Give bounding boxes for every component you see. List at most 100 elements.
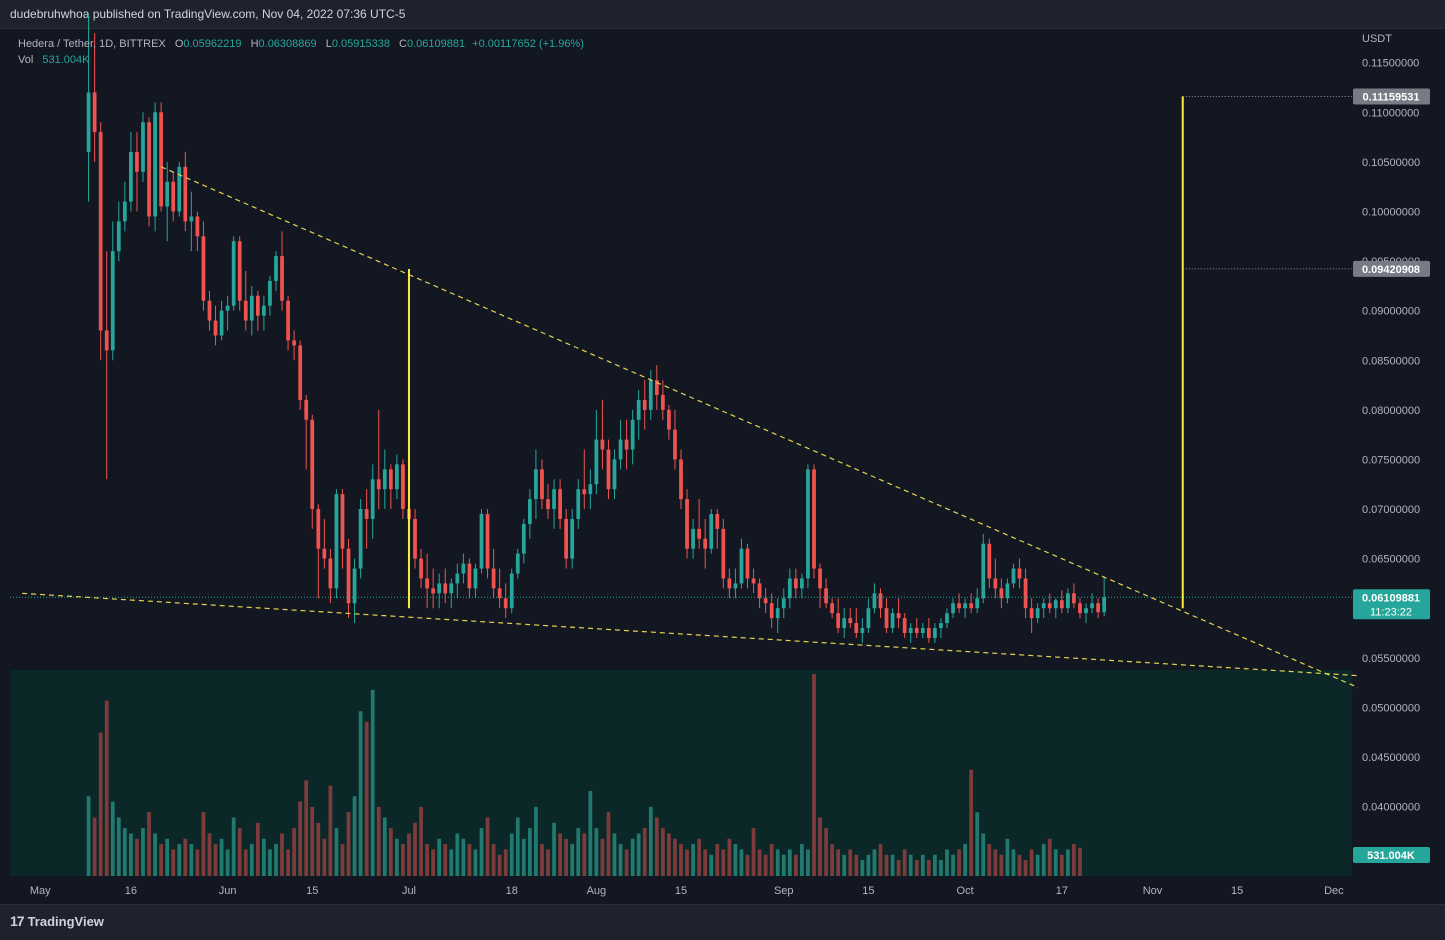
candle-down[interactable] [685,499,689,549]
candle-down[interactable] [243,300,248,321]
candle-down[interactable] [902,618,907,634]
candle-down[interactable] [926,628,931,638]
candle-down[interactable] [999,588,1004,599]
candle-down[interactable] [497,588,502,599]
candle-down[interactable] [104,330,109,351]
candle-down[interactable] [376,479,381,490]
candle-up[interactable] [1041,603,1046,609]
candle-up[interactable] [225,305,230,311]
candle-up[interactable] [153,112,157,217]
candle-down[interactable] [727,578,732,589]
candle-up[interactable] [945,613,949,624]
candle-down[interactable] [443,583,448,594]
candle-up[interactable] [618,439,623,460]
candle-down[interactable] [467,563,472,589]
candle-up[interactable] [975,598,980,609]
candle-up[interactable] [588,484,593,495]
candle-up[interactable] [775,608,780,619]
candle-up[interactable] [141,122,145,172]
candle-up[interactable] [231,241,236,306]
price-axis-unit[interactable]: USDT [1362,33,1392,45]
candle-up[interactable] [479,513,484,569]
candle-down[interactable] [388,469,393,490]
candle-up[interactable] [648,380,653,410]
candle-down[interactable] [896,613,901,619]
candle-up[interactable] [1053,600,1058,609]
candle-up[interactable] [951,603,955,614]
candle-up[interactable] [709,513,714,549]
candle-up[interactable] [165,181,170,207]
candle-up[interactable] [274,256,278,281]
candle-down[interactable] [582,489,587,495]
candle-down[interactable] [1078,603,1082,614]
candle-down[interactable] [280,256,284,301]
candle-down[interactable] [763,598,768,604]
candle-down[interactable] [491,568,496,589]
candle-down[interactable] [679,459,683,500]
candle-down[interactable] [818,568,822,589]
candle-up[interactable] [691,528,695,549]
candle-up[interactable] [262,305,266,316]
candle-up[interactable] [352,568,357,604]
candle-up[interactable] [630,419,635,450]
candle-up[interactable] [570,518,575,559]
candle-up[interactable] [437,583,442,594]
candle-down[interactable] [558,489,562,519]
candle-up[interactable] [358,509,363,569]
candle-down[interactable] [667,409,671,430]
candle-down[interactable] [830,603,835,614]
candle-up[interactable] [733,583,738,589]
candle-down[interactable] [703,538,708,549]
candle-down[interactable] [92,92,97,133]
candle-down[interactable] [836,613,841,629]
candle-up[interactable] [806,469,810,579]
candle-down[interactable] [419,558,423,579]
candle-down[interactable] [322,548,327,559]
candle-down[interactable] [715,513,720,529]
trendline-upper[interactable] [160,166,1359,689]
candle-down[interactable] [812,469,816,569]
candle-down[interactable] [207,300,212,321]
candle-down[interactable] [425,578,429,589]
candle-down[interactable] [298,345,303,400]
candle-down[interactable] [660,394,665,410]
candle-up[interactable] [189,216,194,222]
candle-up[interactable] [842,618,847,629]
candle-up[interactable] [219,310,224,336]
candle-up[interactable] [1066,593,1070,609]
candle-down[interactable] [401,464,405,510]
candle-down[interactable] [340,494,345,549]
candle-up[interactable] [781,598,786,609]
candle-up[interactable] [455,573,460,584]
candle-up[interactable] [110,251,115,351]
candle-up[interactable] [268,280,272,306]
candle-down[interactable] [878,593,883,609]
candle-up[interactable] [890,613,895,629]
candle-up[interactable] [800,578,804,589]
candle-down[interactable] [884,608,889,629]
candle-down[interactable] [201,236,206,301]
candle-down[interactable] [159,112,164,207]
candle-down[interactable] [769,603,774,619]
candle-down[interactable] [957,603,961,609]
candle-down[interactable] [255,295,260,316]
candle-up[interactable] [249,295,254,321]
candle-up[interactable] [521,523,526,554]
candle-down[interactable] [98,132,103,331]
candle-down[interactable] [854,623,859,634]
candle-down[interactable] [183,166,188,222]
candle-up[interactable] [1084,608,1088,614]
candle-down[interactable] [1017,568,1022,579]
candle-up[interactable] [129,151,133,202]
candle-down[interactable] [987,543,992,579]
candle-down[interactable] [914,628,919,634]
legend-symbol[interactable]: Hedera / Tether, 1D, BITTREX [18,38,166,50]
candle-up[interactable] [116,221,121,252]
candle-down[interactable] [564,518,569,559]
candle-down[interactable] [292,340,296,346]
candle-down[interactable] [673,429,677,460]
candle-up[interactable] [1090,603,1094,609]
candle-down[interactable] [135,151,139,172]
candle-down[interactable] [1059,600,1064,609]
